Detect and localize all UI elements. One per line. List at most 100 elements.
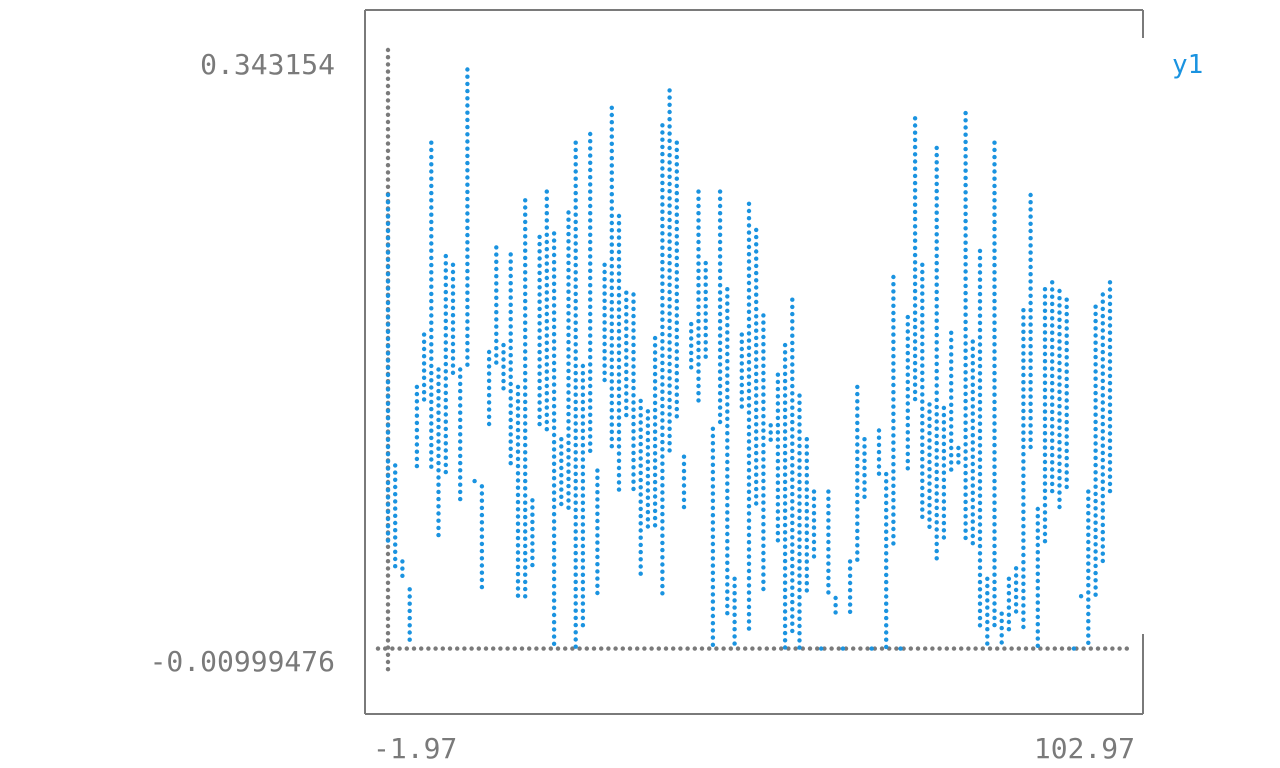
data-dot	[1050, 402, 1055, 407]
data-dot	[782, 530, 788, 535]
data-dot	[429, 234, 434, 239]
data-dot	[934, 541, 939, 547]
data-dot	[494, 324, 499, 329]
data-dot	[515, 427, 521, 433]
data-dot	[551, 598, 557, 603]
data-dot	[855, 543, 860, 548]
data-dot	[1042, 452, 1048, 457]
data-dot	[754, 234, 759, 240]
data-dot	[523, 212, 528, 217]
data-dot	[826, 525, 831, 530]
x-axis-dot	[570, 646, 575, 651]
data-dot	[681, 461, 687, 467]
data-dot	[667, 232, 672, 237]
data-dot	[624, 326, 629, 331]
data-dot	[588, 225, 593, 230]
data-dot	[443, 340, 448, 345]
data-dot	[710, 599, 716, 604]
data-dot	[977, 414, 983, 419]
data-dot	[790, 491, 795, 497]
data-dot	[790, 434, 795, 439]
data-dot	[638, 549, 643, 555]
data-dot	[963, 521, 968, 526]
data-dot	[537, 292, 542, 297]
data-dot	[667, 297, 672, 302]
data-dot	[963, 161, 968, 166]
data-dot	[1057, 346, 1062, 351]
data-dot	[660, 281, 665, 286]
data-dot	[631, 313, 636, 319]
data-dot	[717, 218, 723, 223]
data-dot	[523, 349, 528, 354]
data-dot	[797, 494, 802, 499]
data-dot	[660, 123, 665, 128]
data-dot	[819, 646, 824, 651]
data-dot	[790, 585, 795, 590]
data-dot	[689, 336, 694, 341]
y-axis-dot	[385, 91, 391, 96]
data-dot	[941, 484, 947, 490]
data-dot	[1021, 509, 1026, 514]
data-dot	[710, 570, 716, 575]
data-dot	[992, 529, 997, 534]
data-dot	[1021, 624, 1026, 630]
data-dot	[551, 353, 557, 358]
data-dot	[1042, 395, 1048, 400]
data-dot	[537, 414, 542, 420]
data-dot	[667, 383, 672, 388]
data-dot	[523, 270, 528, 275]
data-dot	[595, 554, 600, 560]
data-dot	[681, 468, 687, 474]
data-dot	[884, 637, 889, 642]
x-axis-dot	[613, 646, 618, 651]
data-dot	[385, 380, 391, 385]
data-dot	[674, 255, 679, 261]
data-dot	[559, 480, 564, 485]
data-dot	[508, 432, 513, 437]
data-dot	[782, 558, 788, 564]
data-dot	[992, 342, 997, 347]
data-dot	[530, 534, 535, 539]
x-axis-dot	[786, 646, 791, 651]
x-axis-dot	[375, 646, 381, 651]
data-dot	[717, 419, 723, 425]
data-dot	[624, 398, 629, 403]
data-dot	[790, 304, 795, 310]
data-dot	[912, 144, 918, 150]
data-dot	[515, 471, 521, 476]
data-dot	[530, 512, 535, 517]
data-dot	[934, 224, 939, 230]
data-dot	[429, 349, 434, 354]
data-dot	[385, 358, 391, 363]
data-dot	[1042, 301, 1048, 306]
data-dot	[580, 507, 586, 513]
data-dot	[746, 446, 752, 451]
data-dot	[717, 283, 723, 288]
data-dot	[580, 399, 586, 405]
data-dot	[970, 397, 975, 402]
data-point	[494, 245, 499, 365]
data-dot	[797, 465, 802, 470]
data-dot	[703, 304, 708, 309]
data-dot	[551, 389, 557, 394]
data-point	[826, 489, 831, 595]
data-point	[530, 498, 535, 568]
data-dot	[934, 354, 939, 359]
data-dot	[551, 447, 557, 452]
data-dot	[1086, 590, 1091, 595]
data-dot	[609, 372, 614, 377]
data-dot	[523, 572, 528, 577]
data-point	[949, 330, 954, 472]
data-dot	[429, 356, 434, 361]
data-dot	[920, 284, 925, 289]
data-dot	[977, 399, 983, 405]
data-dot	[551, 317, 557, 322]
data-dot	[754, 242, 759, 247]
data-dot	[436, 482, 441, 487]
x-axis-dot	[1045, 646, 1050, 651]
data-dot	[754, 227, 759, 233]
data-dot	[400, 566, 405, 571]
data-dot	[855, 406, 860, 411]
data-dot	[970, 533, 975, 539]
data-dot	[674, 169, 679, 174]
